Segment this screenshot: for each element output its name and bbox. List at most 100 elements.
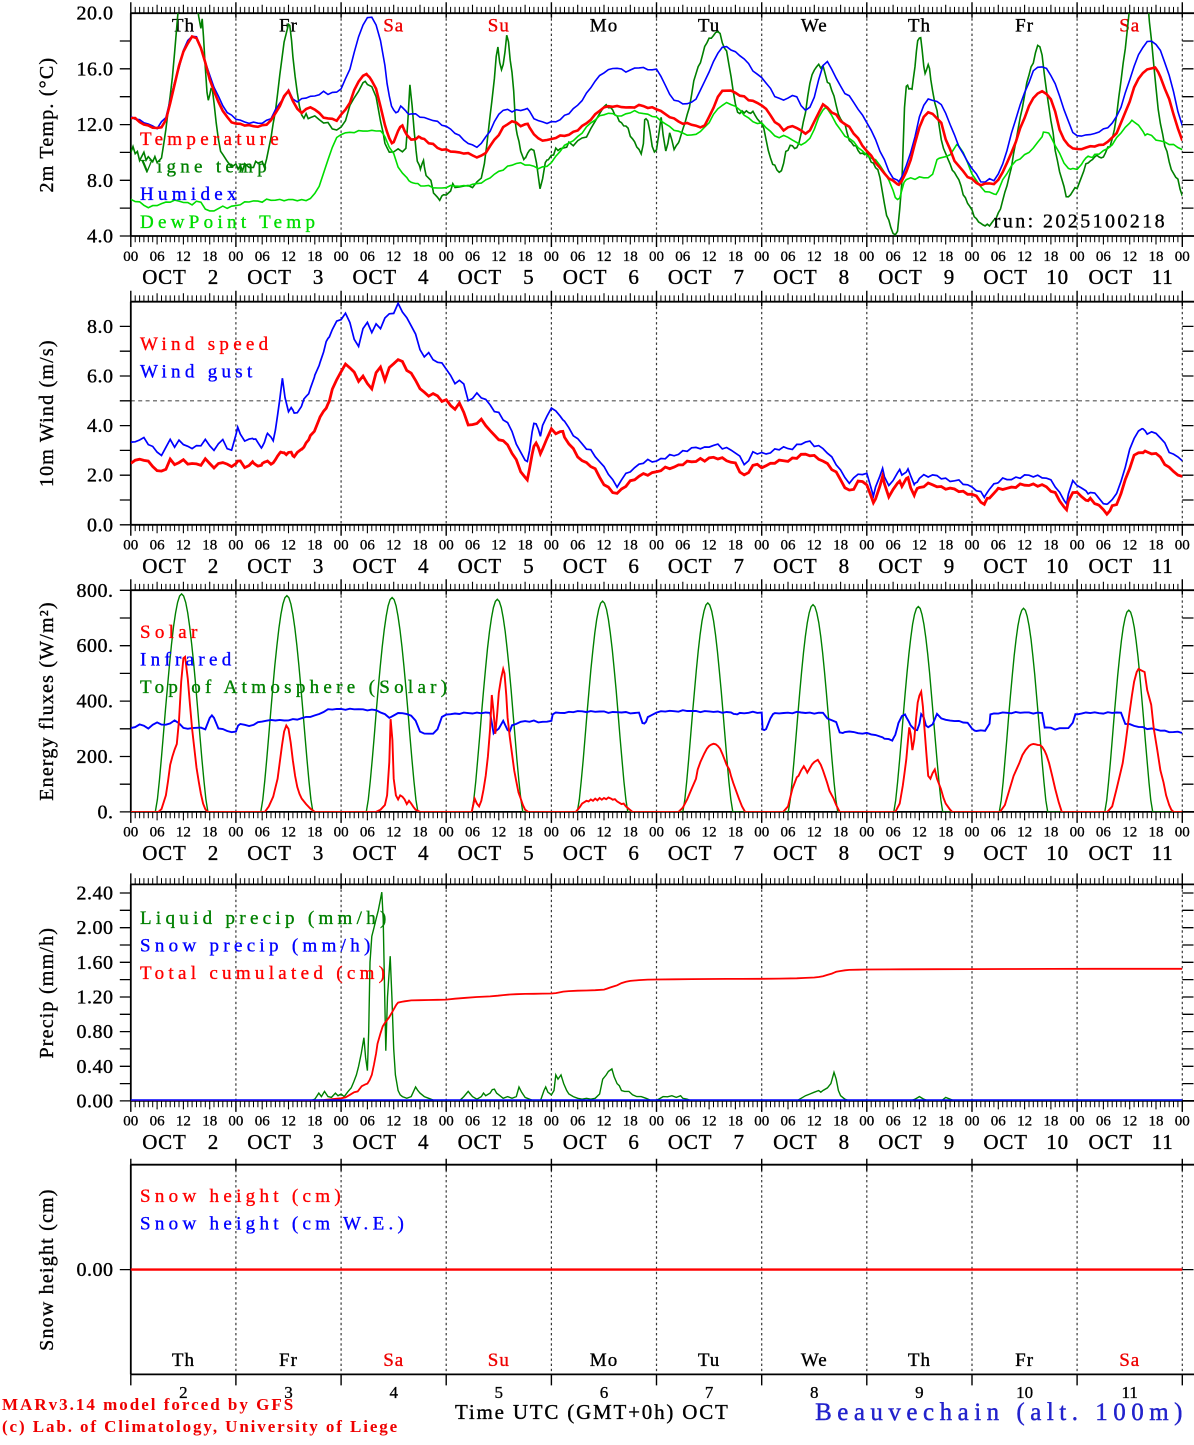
svg-text:00: 00 <box>1070 538 1085 554</box>
svg-text:2m Temp. (°C): 2m Temp. (°C) <box>36 57 58 193</box>
svg-text:Fr: Fr <box>1015 1350 1034 1371</box>
svg-text:20.0: 20.0 <box>77 3 114 25</box>
svg-text:00: 00 <box>123 538 138 554</box>
svg-text:18: 18 <box>623 538 638 554</box>
svg-text:8: 8 <box>839 841 850 865</box>
svg-text:12.0: 12.0 <box>77 114 114 136</box>
svg-text:Mo: Mo <box>590 16 618 37</box>
svg-text:0.00: 0.00 <box>77 1259 114 1281</box>
svg-text:12: 12 <box>597 249 612 265</box>
svg-text:OCT: OCT <box>1088 265 1132 289</box>
svg-text:2: 2 <box>208 841 219 865</box>
svg-text:12: 12 <box>807 1114 822 1130</box>
svg-text:18: 18 <box>413 249 428 265</box>
svg-text:12: 12 <box>281 825 296 841</box>
svg-text:06: 06 <box>886 825 902 841</box>
svg-text:06: 06 <box>150 1114 166 1130</box>
svg-text:18: 18 <box>202 1114 217 1130</box>
svg-text:OCT: OCT <box>352 1130 396 1154</box>
svg-text:OCT: OCT <box>983 554 1027 578</box>
svg-text:7: 7 <box>733 841 744 865</box>
svg-text:18: 18 <box>833 538 848 554</box>
svg-text:6: 6 <box>628 265 639 289</box>
svg-text:00: 00 <box>439 538 454 554</box>
svg-text:4: 4 <box>418 265 429 289</box>
svg-text:9: 9 <box>944 265 955 289</box>
svg-text:4: 4 <box>418 1130 429 1154</box>
svg-text:12: 12 <box>491 249 506 265</box>
svg-text:(c) Lab. of Climatology, Unive: (c) Lab. of Climatology, University of L… <box>2 1417 399 1436</box>
svg-text:10: 10 <box>1016 1383 1033 1402</box>
svg-text:18: 18 <box>728 249 743 265</box>
svg-text:8: 8 <box>839 1130 850 1154</box>
svg-text:Sa: Sa <box>1119 1350 1140 1371</box>
svg-text:200.: 200. <box>77 746 114 768</box>
svg-text:00: 00 <box>965 1114 980 1130</box>
svg-text:18: 18 <box>1149 538 1164 554</box>
svg-text:Sa: Sa <box>383 16 404 37</box>
svg-text:Precip (mm/h): Precip (mm/h) <box>36 927 58 1059</box>
svg-text:Tu: Tu <box>698 16 720 37</box>
svg-text:OCT: OCT <box>983 841 1027 865</box>
svg-text:OCT: OCT <box>247 841 291 865</box>
svg-text:12: 12 <box>702 249 717 265</box>
svg-text:00: 00 <box>1070 1114 1085 1130</box>
svg-text:8: 8 <box>839 554 850 578</box>
svg-text:00: 00 <box>439 825 454 841</box>
svg-text:Snow height (cm W.E.): Snow height (cm W.E.) <box>140 1214 408 1235</box>
svg-text:00: 00 <box>228 1114 243 1130</box>
svg-text:12: 12 <box>597 825 612 841</box>
svg-text:9: 9 <box>944 841 955 865</box>
svg-text:18: 18 <box>1149 1114 1164 1130</box>
svg-text:Su: Su <box>488 1350 510 1371</box>
svg-text:OCT: OCT <box>1088 1130 1132 1154</box>
svg-text:18: 18 <box>413 825 428 841</box>
svg-text:Snow precip (mm/h): Snow precip (mm/h) <box>140 936 375 957</box>
svg-text:OCT: OCT <box>878 265 922 289</box>
svg-text:06: 06 <box>360 825 376 841</box>
svg-text:6.0: 6.0 <box>87 366 114 388</box>
svg-text:06: 06 <box>570 825 586 841</box>
svg-text:9: 9 <box>944 1130 955 1154</box>
svg-text:OCT: OCT <box>1088 554 1132 578</box>
svg-text:12: 12 <box>912 1114 927 1130</box>
svg-text:5: 5 <box>495 1383 504 1402</box>
svg-text:12: 12 <box>702 538 717 554</box>
svg-text:06: 06 <box>465 538 481 554</box>
svg-text:4: 4 <box>418 841 429 865</box>
svg-text:0.00: 0.00 <box>77 1090 114 1112</box>
svg-text:12: 12 <box>807 249 822 265</box>
svg-text:06: 06 <box>465 1114 481 1130</box>
svg-text:12: 12 <box>597 538 612 554</box>
svg-text:OCT: OCT <box>668 554 712 578</box>
svg-text:00: 00 <box>965 538 980 554</box>
svg-text:11: 11 <box>1152 265 1174 289</box>
svg-text:OCT: OCT <box>773 1130 817 1154</box>
svg-text:OCT: OCT <box>247 554 291 578</box>
svg-text:11: 11 <box>1122 1383 1138 1402</box>
svg-text:12: 12 <box>386 538 401 554</box>
svg-text:Snow height (cm): Snow height (cm) <box>140 1186 345 1207</box>
svg-text:Su: Su <box>488 16 510 37</box>
svg-text:06: 06 <box>991 1114 1007 1130</box>
svg-text:12: 12 <box>1122 825 1137 841</box>
svg-text:Vigne temp: Vigne temp <box>140 157 271 178</box>
svg-text:8.0: 8.0 <box>87 316 114 338</box>
svg-text:18: 18 <box>833 249 848 265</box>
svg-text:0.: 0. <box>98 801 114 823</box>
svg-text:12: 12 <box>1122 1114 1137 1130</box>
svg-text:18: 18 <box>728 538 743 554</box>
svg-text:00: 00 <box>649 538 664 554</box>
svg-text:00: 00 <box>754 538 769 554</box>
svg-text:9: 9 <box>944 554 955 578</box>
svg-text:06: 06 <box>1096 1114 1112 1130</box>
svg-text:7: 7 <box>705 1383 714 1402</box>
svg-text:OCT: OCT <box>458 1130 502 1154</box>
svg-text:3: 3 <box>313 1130 324 1154</box>
svg-text:4: 4 <box>418 554 429 578</box>
svg-text:Beauvechain (alt. 100m): Beauvechain (alt. 100m) <box>815 1399 1188 1426</box>
svg-text:OCT: OCT <box>563 554 607 578</box>
svg-text:18: 18 <box>518 1114 533 1130</box>
svg-text:06: 06 <box>991 825 1007 841</box>
svg-text:00: 00 <box>754 249 769 265</box>
